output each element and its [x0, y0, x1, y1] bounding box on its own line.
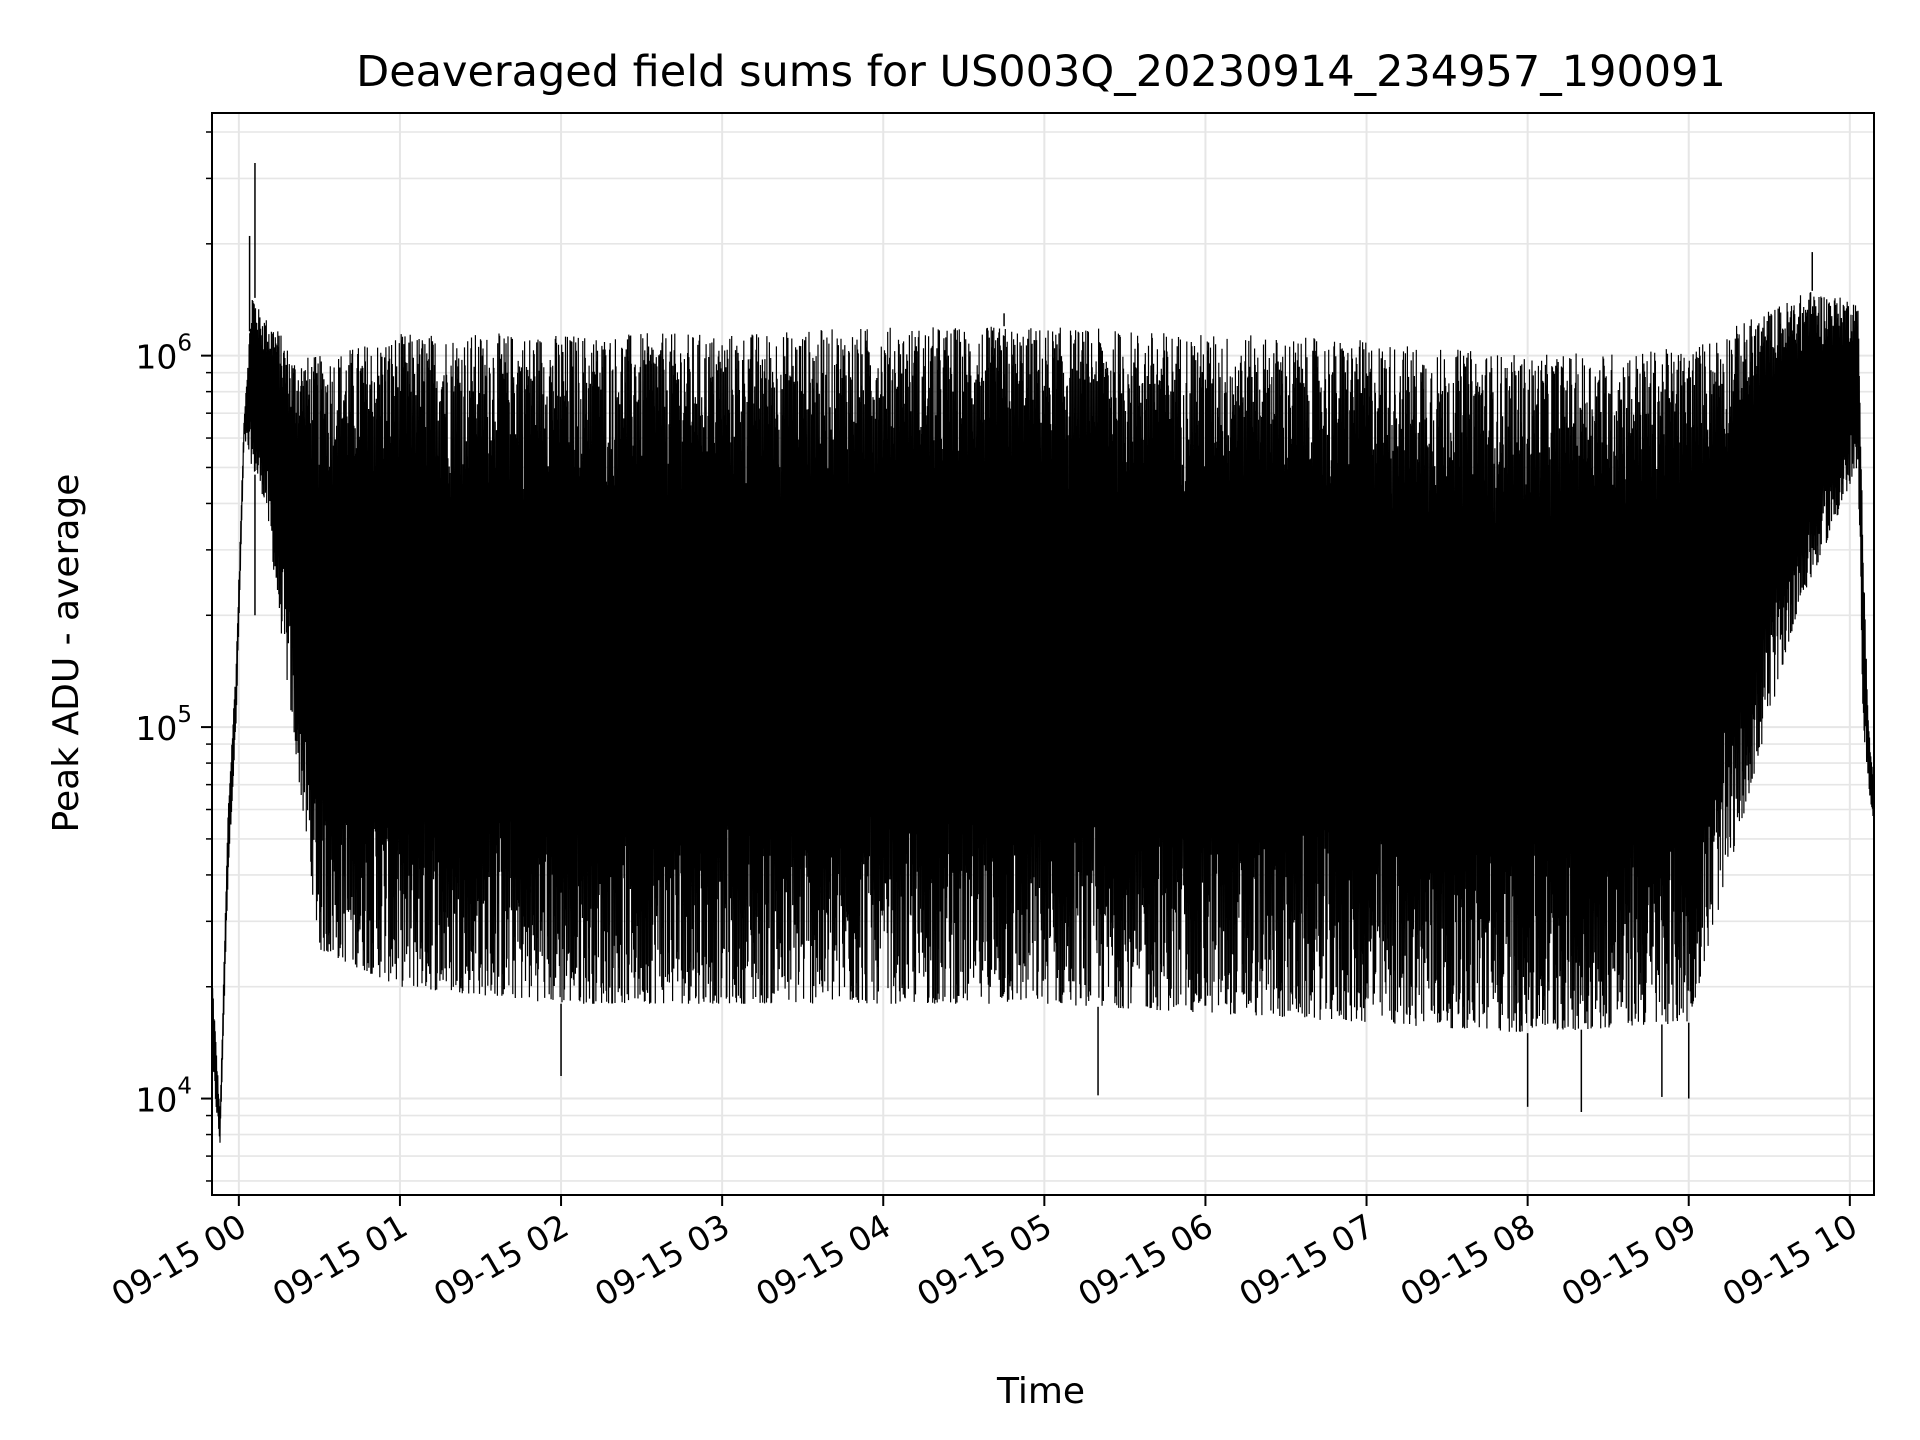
series-line	[211, 292, 1875, 1143]
y-axis-label: Peak ADU - average	[46, 474, 87, 833]
y-tick-label: 104	[135, 1074, 192, 1120]
y-axis: 104 105 106	[135, 131, 212, 1182]
y-tick-label: 106	[135, 331, 192, 377]
x-axis-label: Time	[996, 1371, 1085, 1412]
plot-area	[211, 163, 1875, 1143]
chart-title: Deaveraged field sums for US003Q_2023091…	[356, 47, 1726, 97]
y-tick-label: 105	[135, 702, 192, 748]
axes-frame	[211, 112, 1875, 1196]
